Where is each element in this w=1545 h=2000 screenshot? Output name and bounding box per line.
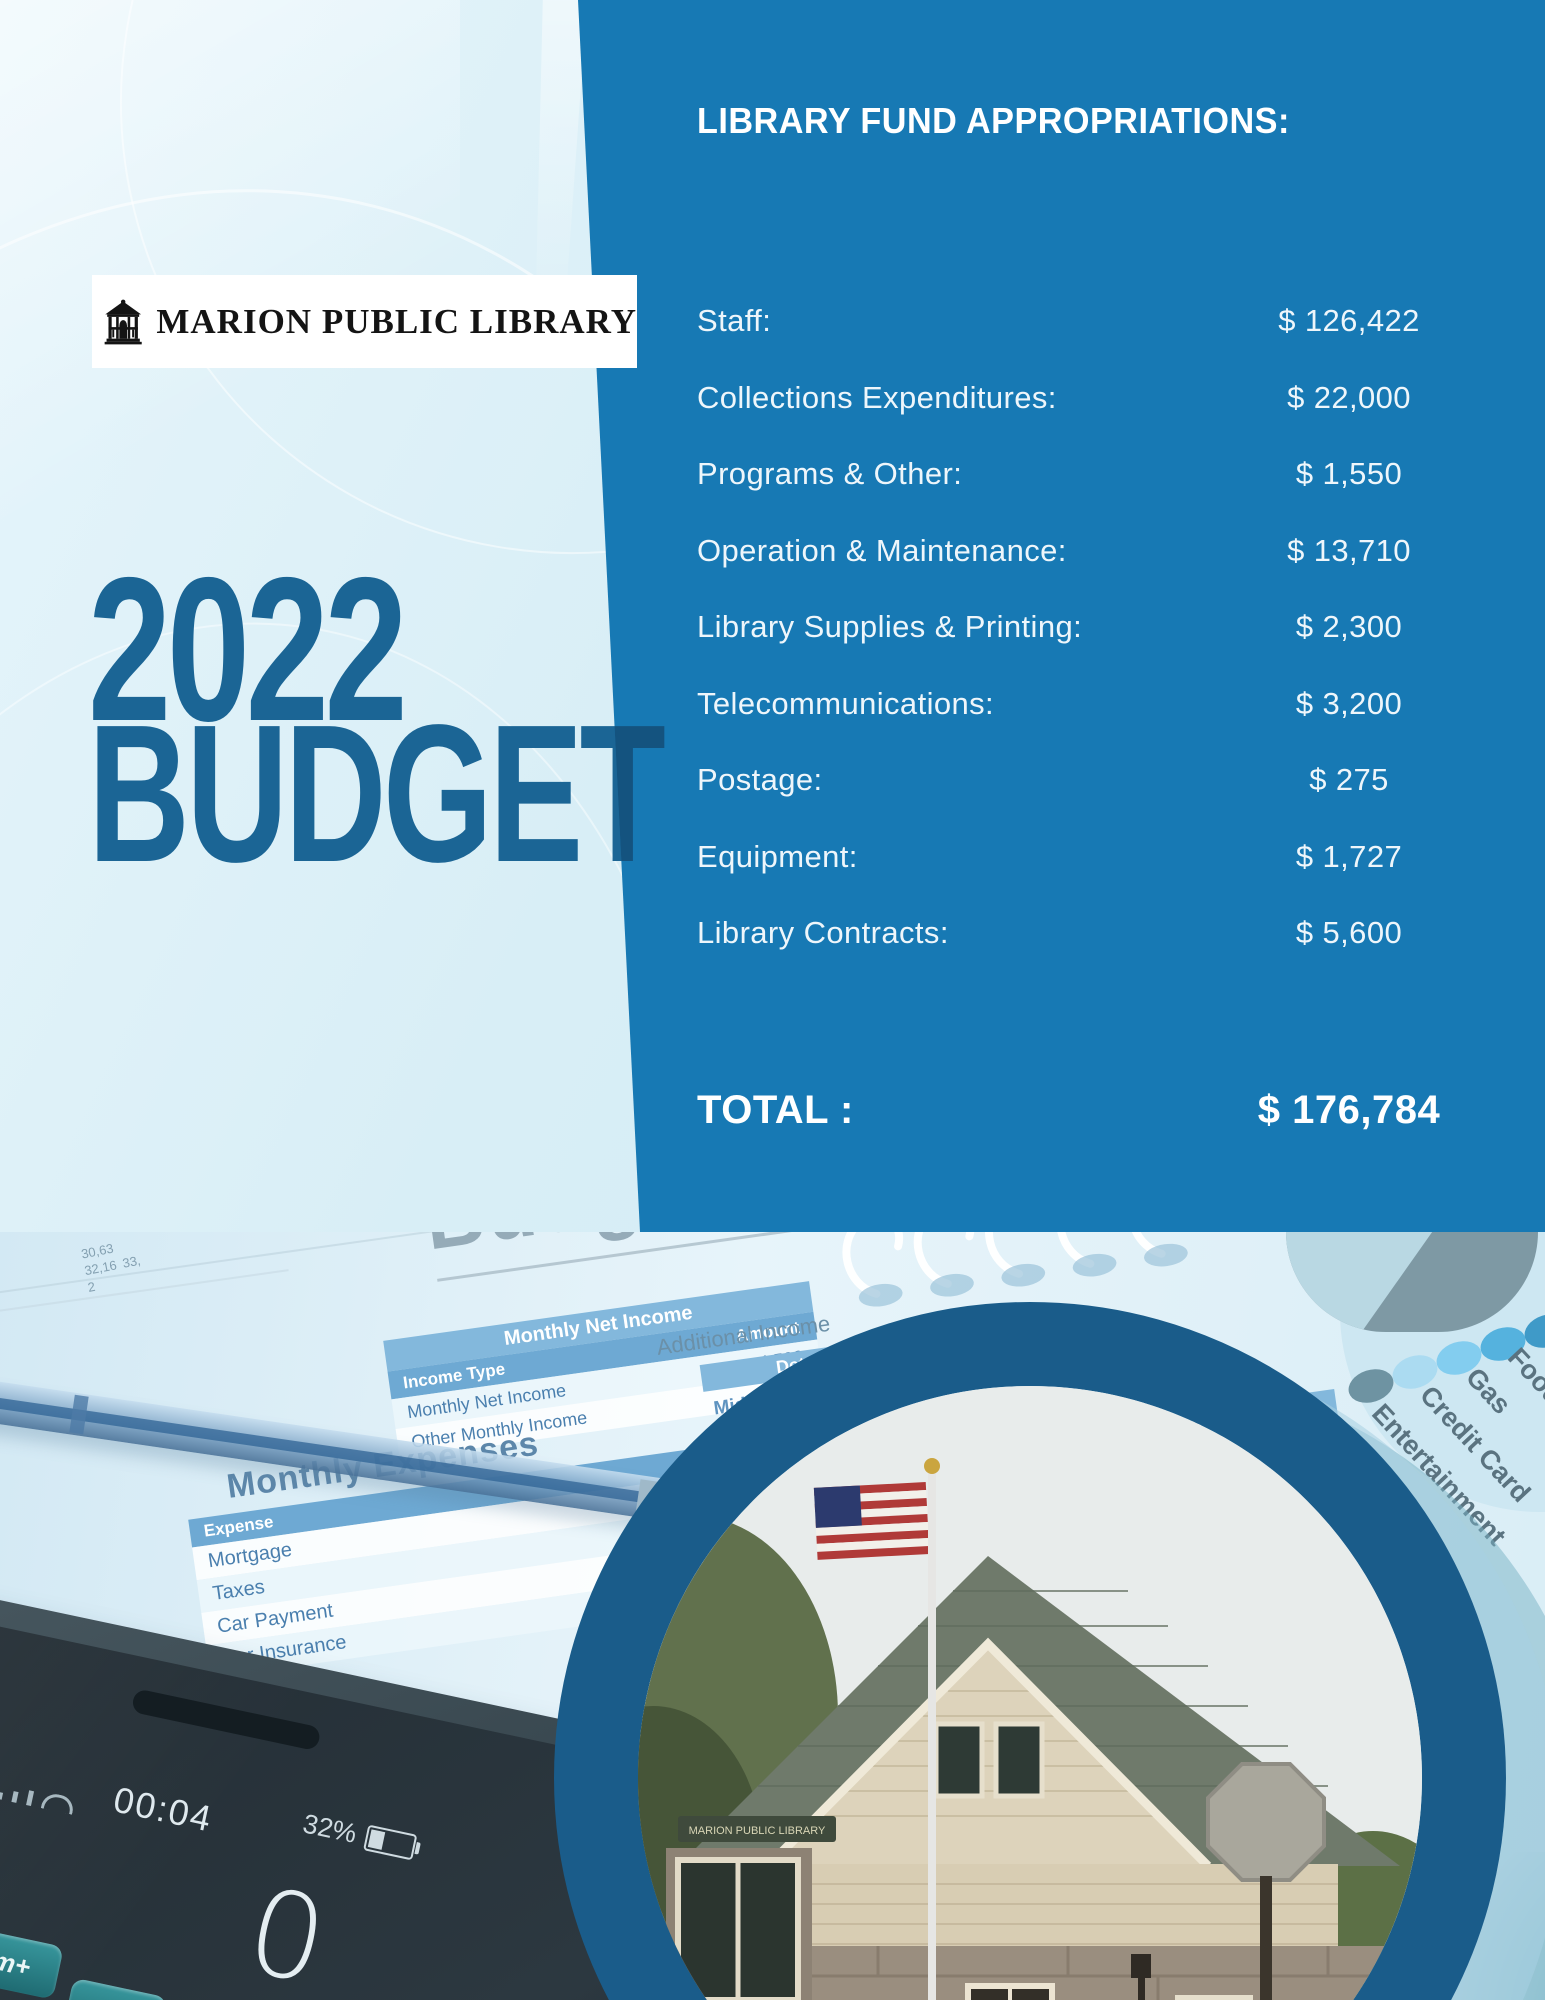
signal-icon — [11, 1791, 19, 1803]
row-label: Telecommunications: — [697, 685, 995, 721]
total-row: TOTAL : $ 176,784 — [697, 1088, 1469, 1133]
margin-number-lines: 30,63 32,16 33, 2 — [79, 1240, 142, 1295]
appropriation-row: Operation & Maintenance: $ 13,710 — [697, 533, 1469, 569]
row-label: Library Contracts: — [697, 915, 949, 950]
row-value: $ 22,000 — [1287, 379, 1411, 415]
margin-numbers: 30,63 32,16 33, 2 — [80, 1234, 149, 1296]
signal-icon — [26, 1790, 35, 1807]
row-label: Postage: — [697, 762, 823, 797]
row-value: $ 275 — [1309, 762, 1389, 797]
row-label: Staff: — [697, 303, 772, 338]
hero-word-budget: BUDGET — [88, 684, 666, 903]
appropriation-row: Staff: $ 126,422 — [697, 303, 1469, 339]
spreadsheet-sheet: 30,63 32,16 33, 2 Budget Monthly Net Inc… — [40, 1232, 1545, 2000]
appropriation-row: Postage: $ 275 — [697, 762, 1469, 798]
row-value: $ 1,727 — [1295, 838, 1403, 874]
row-value: $ 126,422 — [1278, 303, 1420, 338]
appropriation-row: Library Supplies & Printing: $ 2,300 — [697, 609, 1469, 645]
signal-icon — [0, 1791, 4, 1800]
logo-text: MARION PUBLIC LIBRARY — [156, 301, 637, 341]
row-value: $ 5,600 — [1295, 915, 1403, 950]
appropriations-list: Staff: $ 126,422 Collections Expenditures… — [697, 303, 1469, 992]
gazebo-icon — [104, 299, 142, 344]
budget-photo-strip: 30,63 32,16 33, 2 Budget Monthly Net Inc… — [0, 1232, 1545, 2000]
total-value: $ 176,784 — [1257, 1088, 1441, 1132]
appropriation-row: Equipment: $ 1,727 — [697, 839, 1469, 875]
hero-year: 2022 — [88, 535, 408, 764]
appropriation-row: Programs & Other: $ 1,550 — [697, 456, 1469, 492]
panel-heading: LIBRARY FUND APPROPRIATIONS: — [697, 100, 1290, 141]
appropriation-row: Telecommunications: $ 3,200 — [697, 686, 1469, 722]
library-logo: MARION PUBLIC LIBRARY — [92, 275, 637, 368]
appropriation-row: Collections Expenditures: $ 22,000 — [697, 380, 1469, 416]
row-value: $ 1,550 — [1295, 456, 1403, 491]
row-label: Library Supplies & Printing: — [697, 609, 1083, 644]
photo-budget-title: Budget — [419, 1232, 724, 1269]
library-building-photo: MARION PUBLIC LIBRARY — [638, 1386, 1422, 2000]
building-sign: MARION PUBLIC LIBRARY — [689, 1825, 826, 1837]
total-label: TOTAL : — [697, 1088, 854, 1132]
row-value: $ 13,710 — [1287, 532, 1411, 568]
pie-chart — [1286, 1232, 1538, 1332]
row-label: Operation & Maintenance: — [697, 532, 1067, 568]
row-value: $ 3,200 — [1295, 685, 1403, 721]
appropriation-row: Library Contracts: $ 5,600 — [697, 915, 1469, 951]
row-value: $ 2,300 — [1295, 609, 1403, 644]
row-label: Programs & Other: — [697, 456, 963, 491]
spiral-binding — [842, 1232, 1189, 1307]
row-label: Collections Expenditures: — [697, 379, 1057, 415]
row-label: Equipment: — [697, 838, 858, 874]
